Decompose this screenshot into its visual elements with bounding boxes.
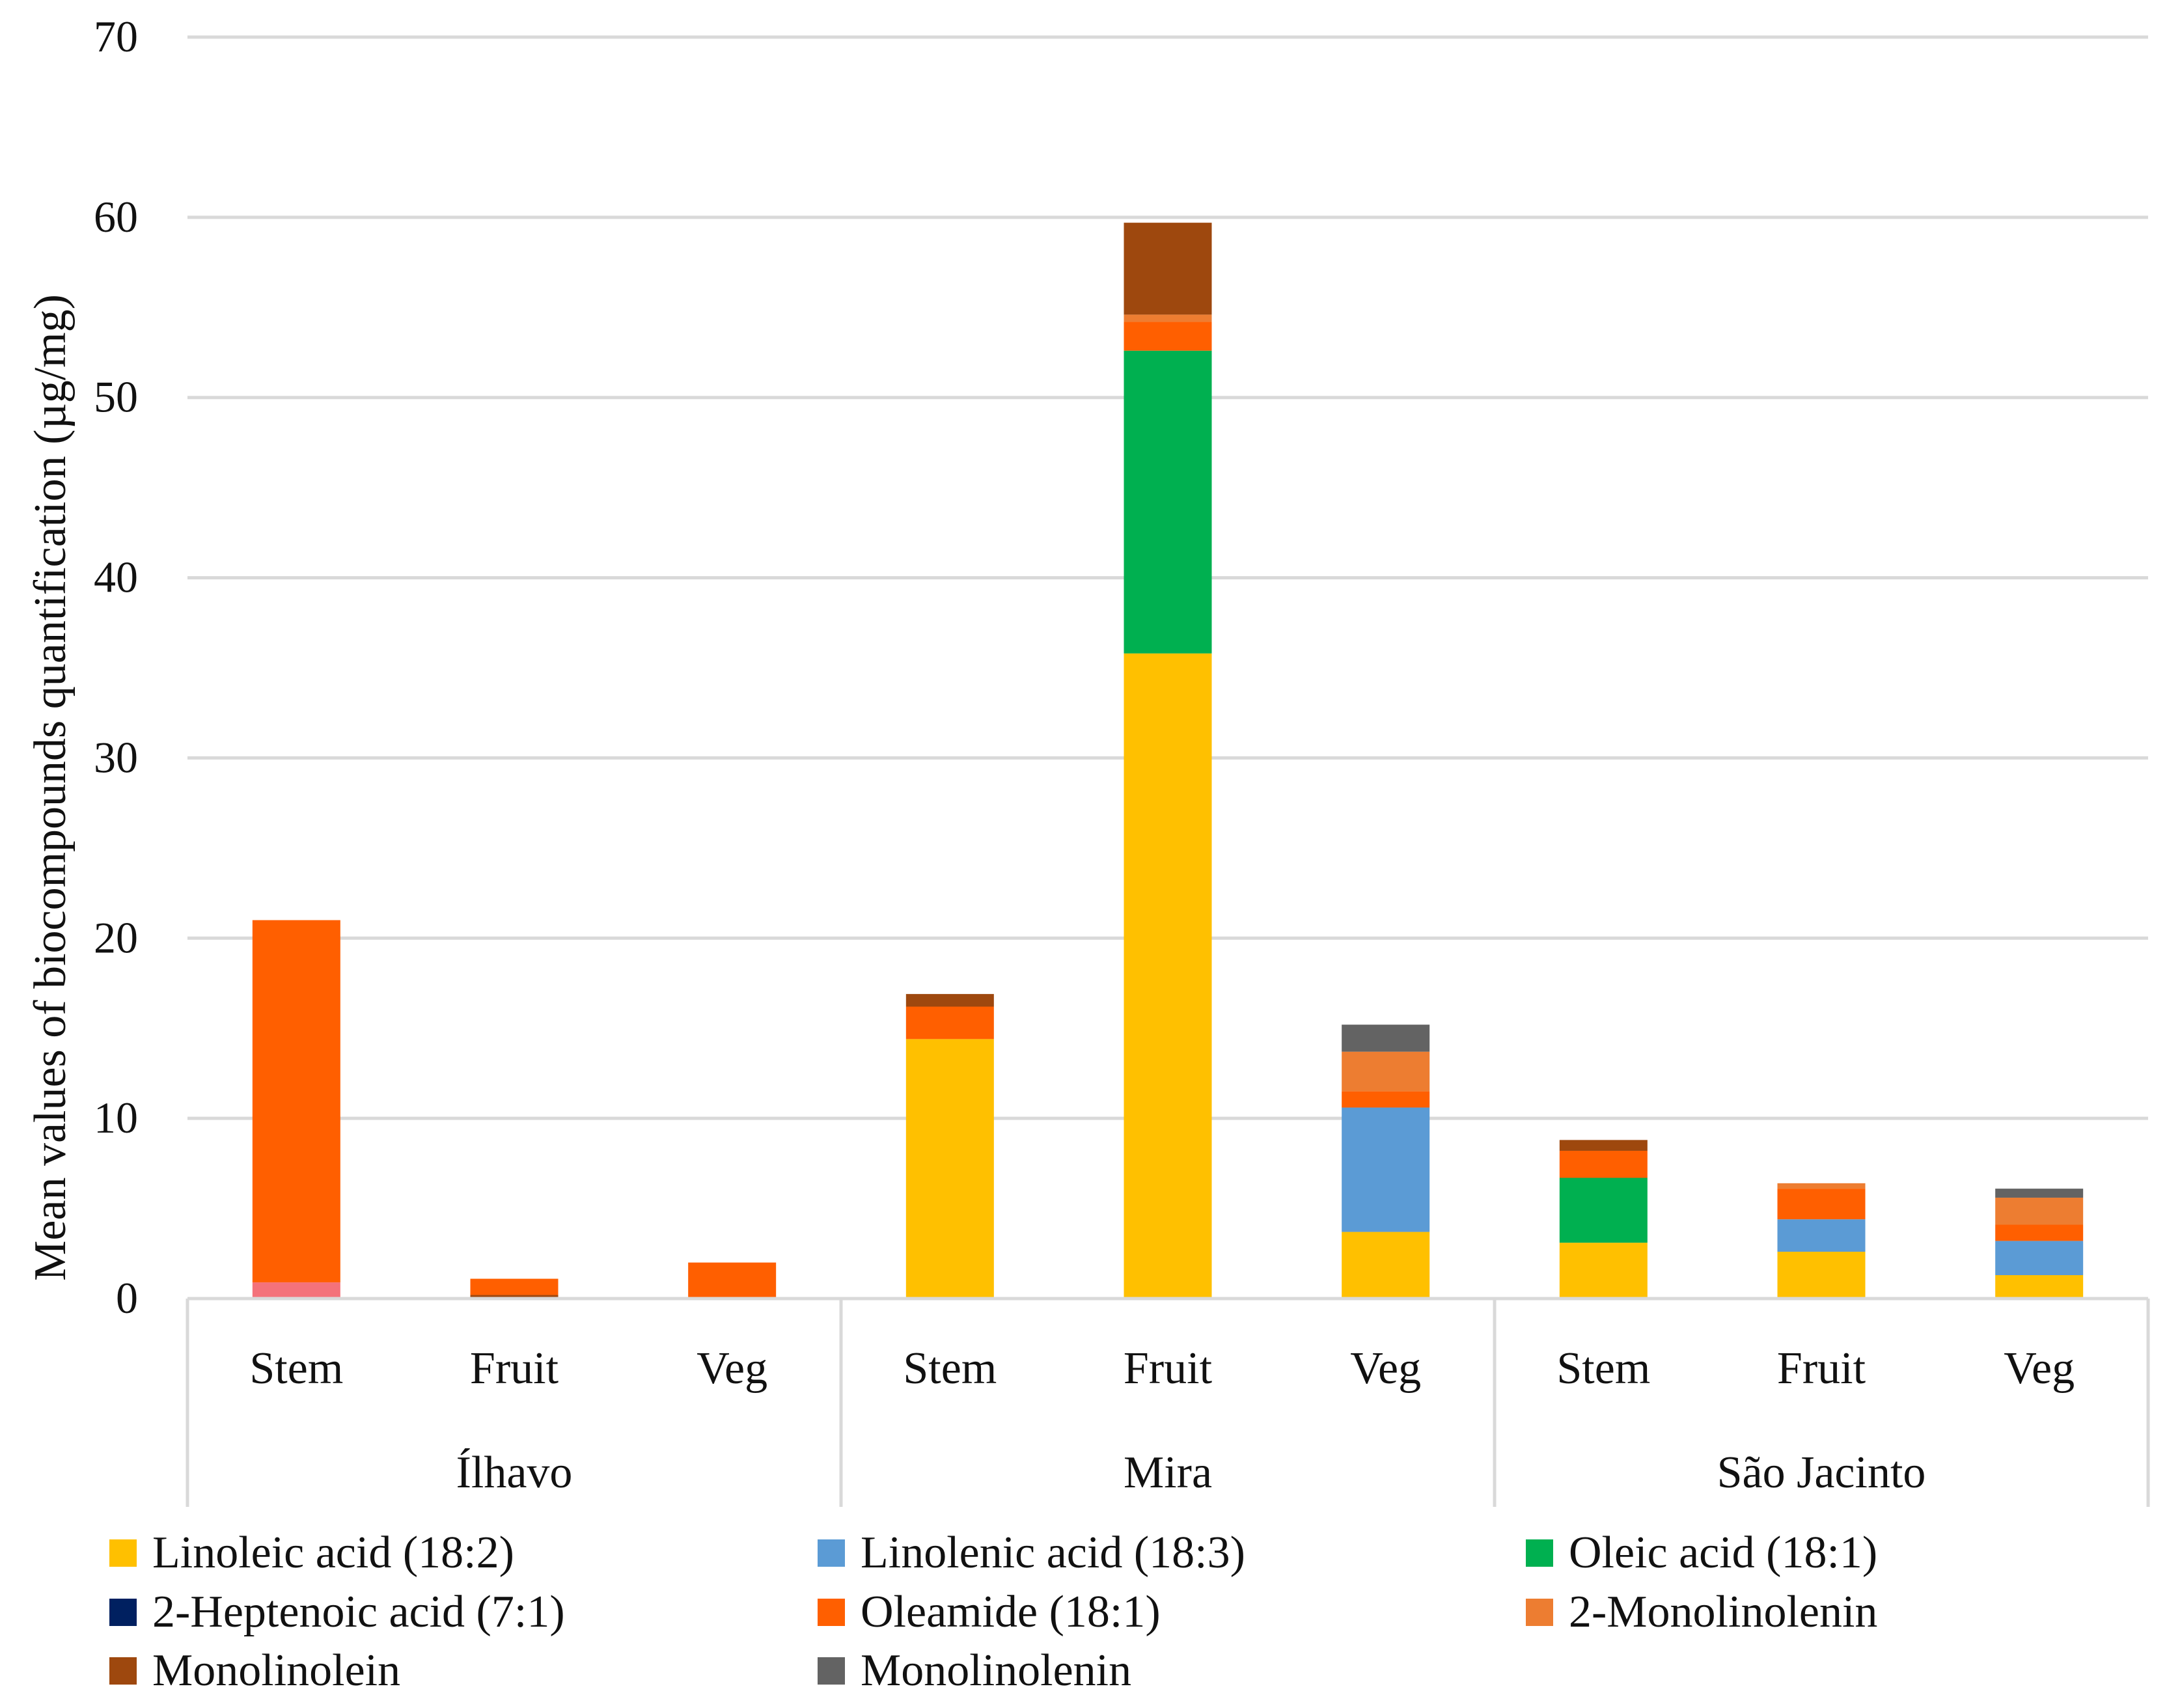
x-group-label: São Jacinto [1717, 1448, 1926, 1498]
legend-swatch [818, 1539, 845, 1567]
bar-segment [1342, 1025, 1430, 1052]
bar-segment [470, 1278, 559, 1295]
bar-segment [1559, 1243, 1648, 1299]
legend-item: Monolinolein [109, 1646, 400, 1696]
bar-segment [1124, 653, 1212, 1299]
legend-item: Linolenic acid (18:3) [818, 1528, 1245, 1578]
bar-stack-Ílhavo-Fruit [470, 1278, 559, 1299]
y-tick-label: 40 [94, 553, 138, 602]
y-tick-label: 10 [94, 1093, 138, 1142]
bar-segment [1559, 1178, 1648, 1243]
x-category-label: Stem [1556, 1343, 1650, 1394]
bar-segment [1995, 1241, 2084, 1276]
bar-segment [1777, 1252, 1866, 1299]
bar-segment [1995, 1189, 2084, 1198]
bar-segment [252, 920, 340, 1283]
bars [252, 223, 2084, 1299]
legend-label: 2-Heptenoic acid (7:1) [152, 1587, 565, 1637]
x-category-label: Veg [1350, 1343, 1421, 1394]
legend-label: 2-Monolinolenin [1569, 1587, 1877, 1637]
bar-segment [1995, 1224, 2084, 1241]
y-tick-label: 0 [116, 1273, 138, 1323]
bar-segment [1342, 1051, 1430, 1092]
legend-swatch [109, 1539, 137, 1567]
x-category-label: Fruit [470, 1343, 559, 1394]
legend-label: Linolenic acid (18:3) [861, 1528, 1245, 1578]
bar-stack-Ílhavo-Stem [252, 920, 340, 1299]
y-tick-label: 70 [94, 12, 138, 61]
x-category-label: Stem [249, 1343, 343, 1394]
y-tick-label: 50 [94, 372, 138, 422]
x-category-label: Veg [2004, 1343, 2075, 1394]
bar-segment [1342, 1232, 1430, 1299]
bar-stack-São Jacinto-Fruit [1777, 1183, 1866, 1299]
bar-segment [1342, 1091, 1430, 1108]
bar-segment [1995, 1197, 2084, 1225]
legend-swatch [1526, 1539, 1553, 1567]
bar-segment [1124, 314, 1212, 322]
legend: Linoleic acid (18:2) Linolenic acid (18:3… [109, 1528, 1877, 1696]
legend-swatch [818, 1599, 845, 1626]
bar-segment [1995, 1275, 2084, 1299]
legend-swatch [109, 1657, 137, 1685]
bar-segment [1124, 322, 1212, 351]
legend-item: Oleamide (18:1) [818, 1587, 1161, 1637]
legend-label: Oleamide (18:1) [861, 1587, 1161, 1637]
bar-stack-Mira-Stem [905, 994, 994, 1299]
bar-segment [905, 1039, 994, 1299]
x-group-label: Ílhavo [456, 1448, 573, 1498]
bar-stack-São Jacinto-Veg [1995, 1189, 2084, 1299]
x-group-label: Mira [1124, 1448, 1212, 1498]
bar-segment [1777, 1219, 1866, 1252]
bar-segment [688, 1262, 777, 1299]
x-category-label: Stem [903, 1343, 997, 1394]
y-tick-label: 30 [94, 732, 138, 782]
bar-segment [905, 1006, 994, 1040]
legend-label: Monolinolein [152, 1646, 400, 1696]
x-category-label: Veg [697, 1343, 767, 1394]
legend-swatch [1526, 1599, 1553, 1626]
bar-segment [1342, 1107, 1430, 1232]
bar-segment [1777, 1189, 1866, 1220]
bar-segment [1124, 350, 1212, 654]
y-tick-label: 60 [94, 192, 138, 241]
y-axis-title: Mean values of biocompounds quantificati… [25, 294, 76, 1281]
y-tick-label: 20 [94, 913, 138, 962]
legend-item: Linoleic acid (18:2) [109, 1528, 514, 1578]
legend-item: 2-Heptenoic acid (7:1) [109, 1587, 565, 1637]
legend-label: Linoleic acid (18:2) [152, 1528, 514, 1578]
bar-segment-extra [470, 1295, 559, 1299]
legend-label: Monolinolenin [861, 1646, 1131, 1696]
bar-segment [1559, 1140, 1648, 1151]
legend-item: Oleic acid (18:1) [1526, 1528, 1877, 1578]
bar-segment [1559, 1150, 1648, 1178]
axes: 0 10 20 30 40 50 60 70 Stem Fruit Veg Ílhavo Stem Fru… [25, 12, 2150, 1507]
bar-stack-Mira-Fruit [1124, 223, 1212, 1299]
bar-segment [1777, 1183, 1866, 1189]
bar-segment [905, 994, 994, 1007]
bar-stack-São Jacinto-Stem [1559, 1140, 1648, 1299]
legend-swatch [109, 1599, 137, 1626]
legend-item: Monolinolenin [818, 1646, 1131, 1696]
legend-item: 2-Monolinolenin [1526, 1587, 1877, 1637]
bar-stack-Ílhavo-Veg [688, 1262, 777, 1299]
legend-swatch [818, 1657, 845, 1685]
bar-stack-Mira-Veg [1342, 1025, 1430, 1299]
bar-segment [1124, 223, 1212, 315]
x-category-label: Fruit [1777, 1343, 1866, 1394]
x-category-label: Fruit [1124, 1343, 1213, 1394]
legend-label: Oleic acid (18:1) [1569, 1528, 1877, 1578]
bar-segment-extra [252, 1282, 340, 1299]
